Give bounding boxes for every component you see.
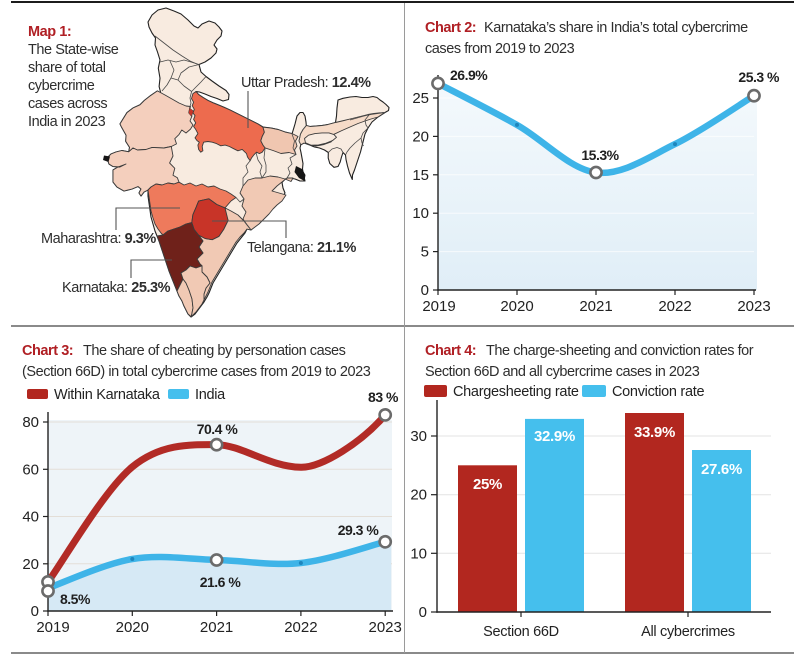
svg-text:Section 66D and all cybercrime: Section 66D and all cybercrime cases in …	[425, 364, 700, 380]
svg-text:Karnataka: 25.3%: Karnataka: 25.3%	[62, 280, 171, 296]
svg-text:25: 25	[412, 90, 429, 107]
svg-text:(Section 66D) in total cybercr: (Section 66D) in total cybercrime cases …	[22, 364, 371, 380]
svg-text:2019: 2019	[36, 619, 69, 636]
svg-text:25.3 %: 25.3 %	[738, 69, 780, 85]
svg-text:15.3%: 15.3%	[581, 147, 619, 163]
svg-text:All cybercrimes: All cybercrimes	[641, 624, 735, 640]
svg-text:Uttar Pradesh: 12.4%: Uttar Pradesh: 12.4%	[241, 75, 371, 91]
svg-text:2019: 2019	[422, 298, 455, 315]
svg-text:Chargesheeting rate: Chargesheeting rate	[453, 384, 579, 400]
svg-text:2020: 2020	[116, 619, 149, 636]
svg-text:33.9%: 33.9%	[634, 424, 675, 441]
svg-text:The share of cheating by perso: The share of cheating by personation cas…	[83, 343, 346, 359]
svg-text:2022: 2022	[284, 619, 317, 636]
svg-text:Conviction rate: Conviction rate	[612, 384, 704, 400]
svg-text:21.6 %: 21.6 %	[200, 574, 242, 590]
svg-text:India: India	[195, 387, 226, 403]
svg-text:cases across: cases across	[28, 96, 107, 112]
svg-text:0: 0	[31, 603, 39, 620]
svg-text:10: 10	[412, 205, 429, 222]
svg-text:Within Karnataka: Within Karnataka	[54, 387, 161, 403]
svg-text:20: 20	[22, 556, 39, 573]
svg-text:India in 2023: India in 2023	[28, 114, 106, 130]
svg-text:The charge-sheeting and convic: The charge-sheeting and conviction rates…	[486, 343, 754, 359]
svg-text:83 %: 83 %	[368, 389, 399, 405]
svg-text:Chart 3:: Chart 3:	[22, 343, 73, 359]
svg-text:26.9%: 26.9%	[450, 67, 488, 83]
svg-text:Karnataka’s share in India’s t: Karnataka’s share in India’s total cyber…	[484, 20, 748, 36]
svg-text:Section 66D: Section 66D	[483, 624, 559, 640]
svg-text:15: 15	[412, 167, 429, 184]
svg-text:2021: 2021	[579, 298, 612, 315]
svg-text:Telangana: 21.1%: Telangana: 21.1%	[247, 240, 356, 256]
svg-text:27.6%: 27.6%	[701, 461, 742, 478]
svg-text:2020: 2020	[500, 298, 533, 315]
svg-text:2023: 2023	[737, 298, 770, 315]
svg-text:Map 1:: Map 1:	[28, 24, 71, 40]
svg-text:0: 0	[419, 604, 427, 621]
svg-text:0: 0	[421, 282, 429, 299]
svg-text:2023: 2023	[369, 619, 402, 636]
svg-text:29.3 %: 29.3 %	[338, 522, 380, 538]
svg-text:Chart 2:: Chart 2:	[425, 20, 476, 36]
svg-text:25%: 25%	[473, 476, 502, 493]
svg-text:32.9%: 32.9%	[534, 428, 575, 445]
svg-text:80: 80	[22, 414, 39, 431]
svg-text:20: 20	[412, 128, 429, 145]
svg-text:10: 10	[410, 545, 427, 562]
svg-text:20: 20	[410, 487, 427, 504]
svg-text:60: 60	[22, 461, 39, 478]
svg-text:Maharashtra: 9.3%: Maharashtra: 9.3%	[41, 231, 156, 247]
svg-text:The State-wise: The State-wise	[28, 42, 119, 58]
svg-text:2021: 2021	[200, 619, 233, 636]
svg-text:8.5%: 8.5%	[60, 591, 91, 607]
svg-text:70.4 %: 70.4 %	[197, 421, 239, 437]
svg-text:share of total: share of total	[28, 60, 106, 76]
svg-text:5: 5	[421, 244, 429, 261]
svg-text:cases from 2019 to 2023: cases from 2019 to 2023	[425, 41, 575, 57]
svg-text:30: 30	[410, 428, 427, 445]
svg-text:cybercrime: cybercrime	[28, 78, 95, 94]
svg-text:Chart 4:: Chart 4:	[425, 343, 476, 359]
svg-text:2022: 2022	[658, 298, 691, 315]
svg-text:40: 40	[22, 509, 39, 526]
